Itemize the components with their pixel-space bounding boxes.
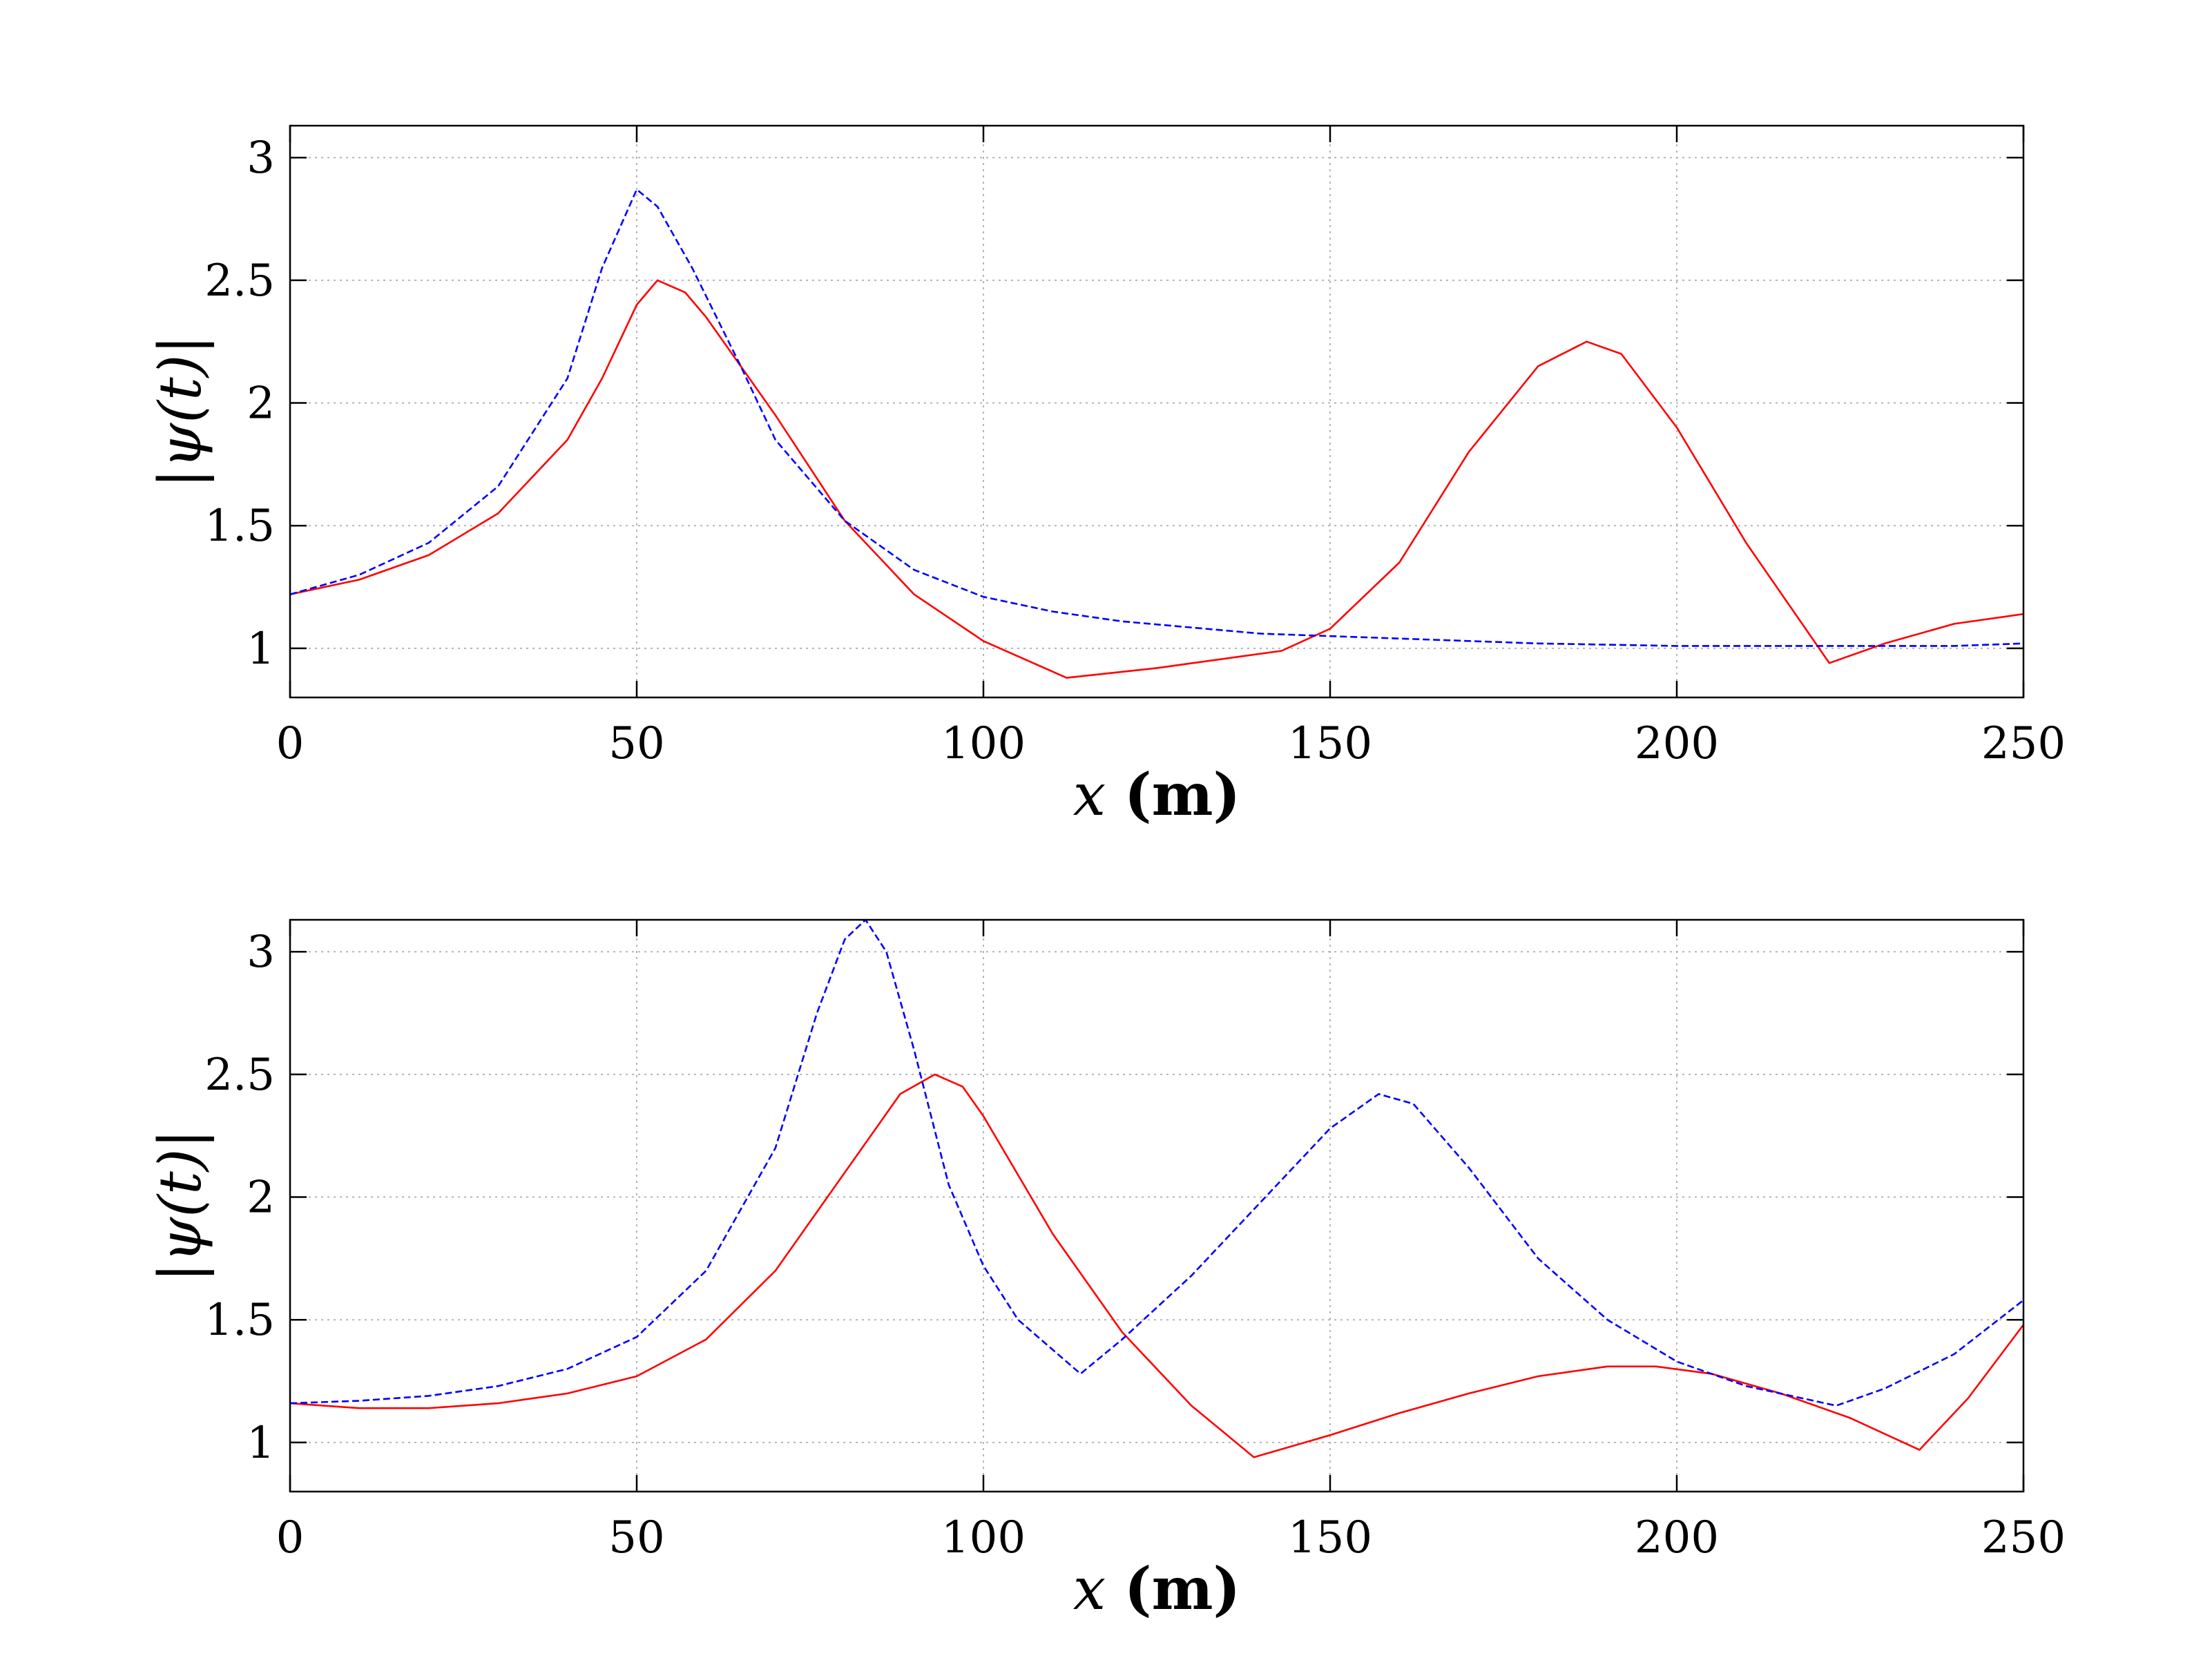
- y-tick-label: 3: [247, 927, 275, 978]
- y-axis-label: |ψ(t)|: [146, 335, 214, 488]
- x-axis-label-unit: (m): [1124, 760, 1240, 829]
- x-axis-label-variable: x: [1073, 761, 1106, 829]
- x-tick-label: 50: [608, 1512, 664, 1563]
- y-tick-label: 1: [247, 1418, 275, 1469]
- plot-frame: [289, 918, 2025, 1493]
- x-axis-label-space: [1106, 761, 1124, 829]
- series-line-2: [289, 918, 2024, 1407]
- x-tick-label: 150: [1288, 1512, 1372, 1563]
- x-tick-label: 200: [1635, 718, 1719, 769]
- y-tick-label: 1.5: [204, 1295, 275, 1346]
- chart-panel-2: 0 50 100 150 200 250 1 1.5 2 2.5 3 x (m) |ψ(t)|: [146, 918, 2066, 1623]
- x-tick-label: 50: [608, 718, 664, 769]
- chart-panel-1: 0 50 100 150 200 250 1 1.5 2 2.5 3 x (m) |ψ(t)|: [146, 124, 2066, 829]
- series-line-2: [289, 189, 2024, 647]
- x-tick-label: 100: [941, 718, 1026, 769]
- plot-frame: [289, 124, 2025, 699]
- y-axis-label: |ψ(t)|: [146, 1129, 214, 1282]
- series-line-1: [289, 1073, 2025, 1458]
- x-tick-label: 150: [1288, 718, 1372, 769]
- y-tick-label: 3: [247, 133, 275, 184]
- x-tick-label: 200: [1635, 1512, 1719, 1563]
- x-axis-label-space: [1106, 1555, 1124, 1623]
- y-tick-label: 1.5: [204, 501, 275, 552]
- x-tick-label: 100: [941, 1512, 1026, 1563]
- x-axis-label-unit: (m): [1124, 1554, 1240, 1623]
- series-line-1: [289, 279, 2024, 679]
- y-tick-label: 2.5: [204, 1050, 275, 1101]
- x-tick-label: 250: [1981, 718, 2066, 769]
- y-tick-label: 1: [247, 624, 275, 675]
- x-tick-label: 0: [276, 1512, 305, 1563]
- y-tick-label: 2: [247, 1173, 275, 1224]
- y-tick-label: 2.5: [204, 256, 275, 307]
- x-tick-label: 250: [1981, 1512, 2066, 1563]
- x-axis-label: x (m): [1073, 1554, 1240, 1623]
- y-tick-label: 2: [247, 378, 275, 430]
- x-axis-label: x (m): [1073, 760, 1240, 829]
- x-tick-label: 0: [276, 718, 305, 769]
- x-axis-label-variable: x: [1073, 1555, 1106, 1623]
